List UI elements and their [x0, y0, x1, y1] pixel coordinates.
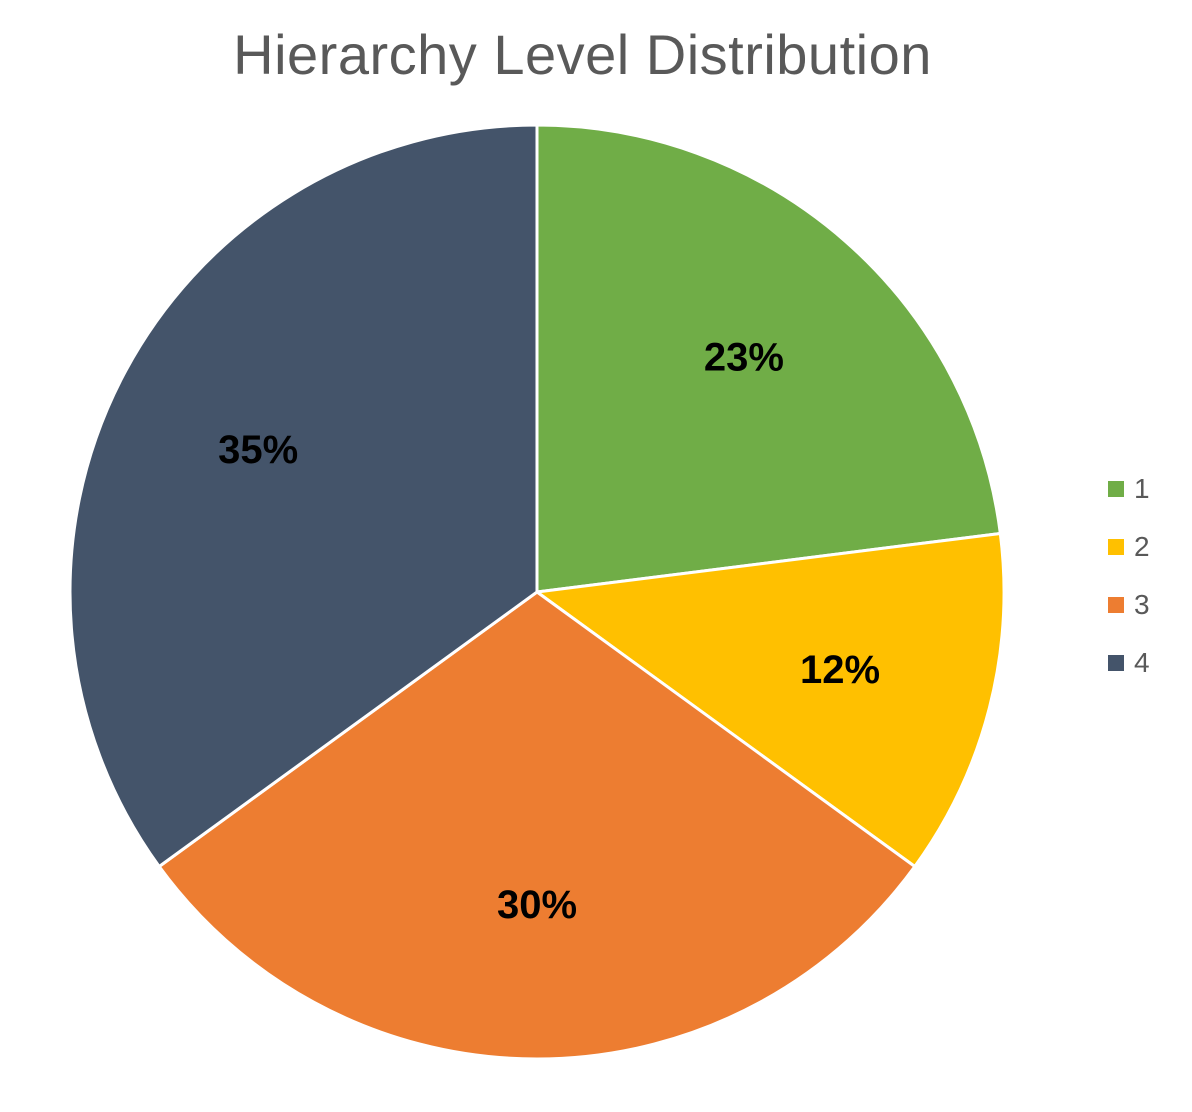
legend-swatch-1	[1108, 481, 1124, 497]
chart-title: Hierarchy Level Distribution	[233, 23, 932, 86]
data-label-2: 12%	[800, 648, 880, 692]
legend-item-1: 1	[1108, 460, 1150, 518]
legend-label-3: 3	[1134, 589, 1150, 620]
pie-slice-2	[535, 531, 1006, 868]
legend-item-3: 3	[1108, 576, 1150, 634]
pie-slice-4	[68, 123, 539, 868]
legend-item-2: 2	[1108, 518, 1150, 576]
legend-label-1: 1	[1134, 473, 1150, 504]
data-label-1: 23%	[704, 335, 784, 379]
legend: 1 2 3 4	[1108, 460, 1150, 692]
legend-label-4: 4	[1134, 647, 1150, 678]
data-label-4: 35%	[218, 428, 298, 472]
pie-slice-1	[535, 123, 1002, 594]
legend-swatch-4	[1108, 655, 1124, 671]
data-label-3: 30%	[497, 883, 577, 927]
legend-swatch-3	[1108, 597, 1124, 613]
legend-swatch-2	[1108, 539, 1124, 555]
pie-slice-3	[157, 590, 917, 1061]
legend-item-4: 4	[1108, 634, 1150, 692]
legend-label-2: 2	[1134, 531, 1150, 562]
